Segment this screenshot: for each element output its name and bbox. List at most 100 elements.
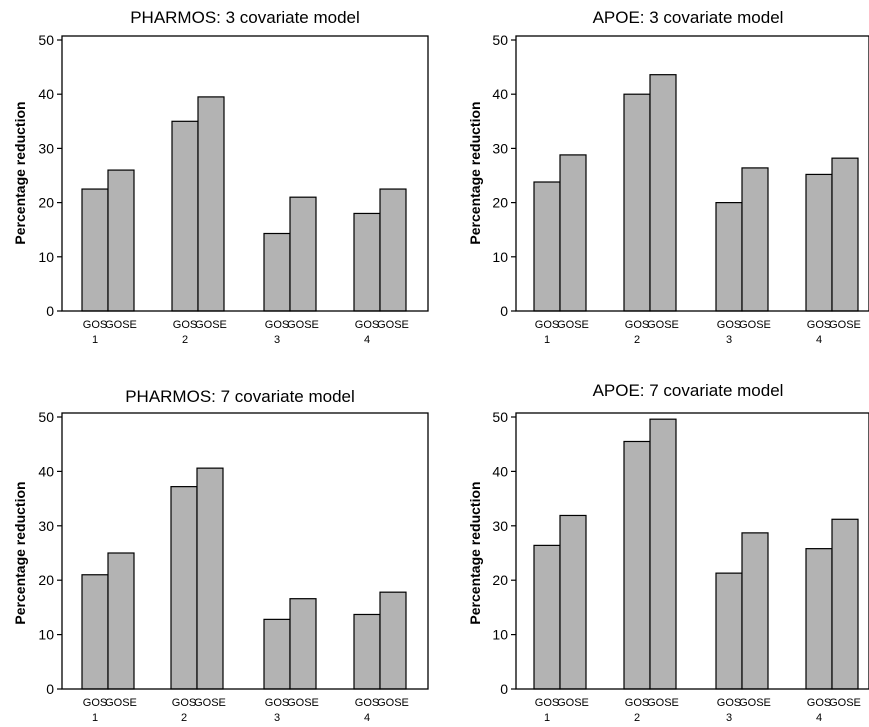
bar-label: GOS [535, 319, 559, 331]
bar-label: GOSE [377, 319, 409, 331]
bar-label: GOSE [377, 697, 409, 709]
bar-label: GOSE [557, 319, 589, 331]
bar-gos-4 [805, 173, 833, 312]
chart-pharmos-7-covariate: PHARMOS: 7 covariate model Percentage re… [12, 387, 429, 724]
y-axis-ticks: 0 10 20 30 40 50 [492, 32, 516, 319]
bar-gose-2 [649, 74, 677, 312]
group-label: 1 [544, 712, 550, 724]
bar-gos-3 [715, 572, 743, 690]
y-tick-label: 40 [492, 86, 508, 102]
bar-gose-3 [289, 598, 317, 690]
y-tick-label: 40 [38, 86, 54, 102]
bar-label: GOS [807, 697, 831, 709]
bar-gose-3 [741, 167, 769, 312]
group-label: 3 [726, 712, 732, 724]
bar-gose-4 [379, 591, 407, 690]
y-tick-label: 50 [38, 32, 54, 48]
y-tick-label: 20 [38, 195, 54, 211]
y-axis-label: Percentage reduction [12, 101, 28, 244]
group-label: 3 [274, 334, 280, 346]
bar-label: GOSE [647, 319, 679, 331]
bar-gos-1 [533, 181, 561, 312]
bar-gos-4 [805, 548, 833, 690]
bar-gose-4 [831, 518, 859, 690]
plot-frame [515, 412, 869, 690]
y-tick-label: 50 [492, 32, 508, 48]
y-tick-label: 10 [492, 249, 508, 265]
bar-group [81, 467, 407, 690]
bar-gose-1 [559, 514, 587, 690]
plot-frame [61, 35, 429, 312]
bar-label: GOS [83, 697, 107, 709]
bar-gose-1 [559, 154, 587, 312]
bar-gose-3 [289, 196, 317, 312]
bar-label: GOSE [829, 319, 861, 331]
group-label: 3 [274, 712, 280, 724]
bar-gose-2 [197, 96, 225, 312]
bar-group [533, 418, 859, 690]
group-label: 4 [816, 712, 822, 724]
bar-gos-2 [623, 440, 651, 690]
group-label: 1 [92, 334, 98, 346]
bar-gose-4 [379, 188, 407, 312]
y-tick-label: 50 [492, 409, 508, 425]
y-axis-label: Percentage reduction [12, 481, 28, 624]
y-tick-label: 10 [38, 249, 54, 265]
bar-gos-1 [533, 544, 561, 690]
y-axis-ticks: 0 10 20 30 40 50 [38, 32, 62, 319]
bar-label: GOS [172, 697, 196, 709]
group-label: 4 [364, 334, 370, 346]
bar-label: GOS [717, 319, 741, 331]
bar-gose-1 [107, 169, 135, 312]
y-tick-label: 0 [500, 303, 508, 319]
group-label: 2 [634, 712, 640, 724]
bar-gose-2 [649, 418, 677, 690]
plot-frame [515, 35, 869, 312]
bar-gose-2 [196, 467, 224, 690]
bar-gose-1 [107, 552, 135, 690]
y-tick-label: 10 [38, 627, 54, 643]
bar-gose-4 [831, 157, 859, 312]
bar-label: GOS [355, 319, 379, 331]
y-tick-label: 40 [38, 463, 54, 479]
bar-gos-2 [623, 93, 651, 312]
bar-label: GOS [355, 697, 379, 709]
y-tick-label: 0 [46, 303, 54, 319]
group-label: 4 [816, 334, 822, 346]
bar-label: GOS [717, 697, 741, 709]
group-label: 1 [92, 712, 98, 724]
bar-label: GOS [807, 319, 831, 331]
y-tick-label: 0 [46, 681, 54, 697]
bar-label: GOS [173, 319, 197, 331]
group-label: 2 [182, 334, 188, 346]
bar-label: GOSE [287, 697, 319, 709]
plot-frame [61, 412, 429, 690]
y-tick-label: 30 [38, 518, 54, 534]
bar-label: GOSE [194, 697, 226, 709]
y-tick-label: 20 [492, 195, 508, 211]
bar-label: GOSE [739, 697, 771, 709]
group-label: 2 [181, 712, 187, 724]
y-tick-label: 10 [492, 627, 508, 643]
y-tick-label: 20 [492, 572, 508, 588]
chart-title: APOE: 3 covariate model [593, 8, 784, 27]
bar-label: GOSE [105, 697, 137, 709]
bar-label: GOSE [647, 697, 679, 709]
y-axis-label: Percentage reduction [467, 481, 483, 624]
y-tick-label: 30 [492, 518, 508, 534]
chart-apoe-3-covariate: APOE: 3 covariate model Percentage reduc… [467, 8, 869, 346]
bar-label: GOSE [287, 319, 319, 331]
y-axis-label: Percentage reduction [467, 101, 483, 244]
y-tick-label: 30 [492, 140, 508, 156]
y-tick-label: 50 [38, 409, 54, 425]
y-axis-ticks: 0 10 20 30 40 50 [38, 409, 62, 697]
bar-label: GOSE [829, 697, 861, 709]
bar-label: GOS [83, 319, 107, 331]
group-label: 1 [544, 334, 550, 346]
y-tick-label: 40 [492, 463, 508, 479]
y-tick-label: 20 [38, 572, 54, 588]
